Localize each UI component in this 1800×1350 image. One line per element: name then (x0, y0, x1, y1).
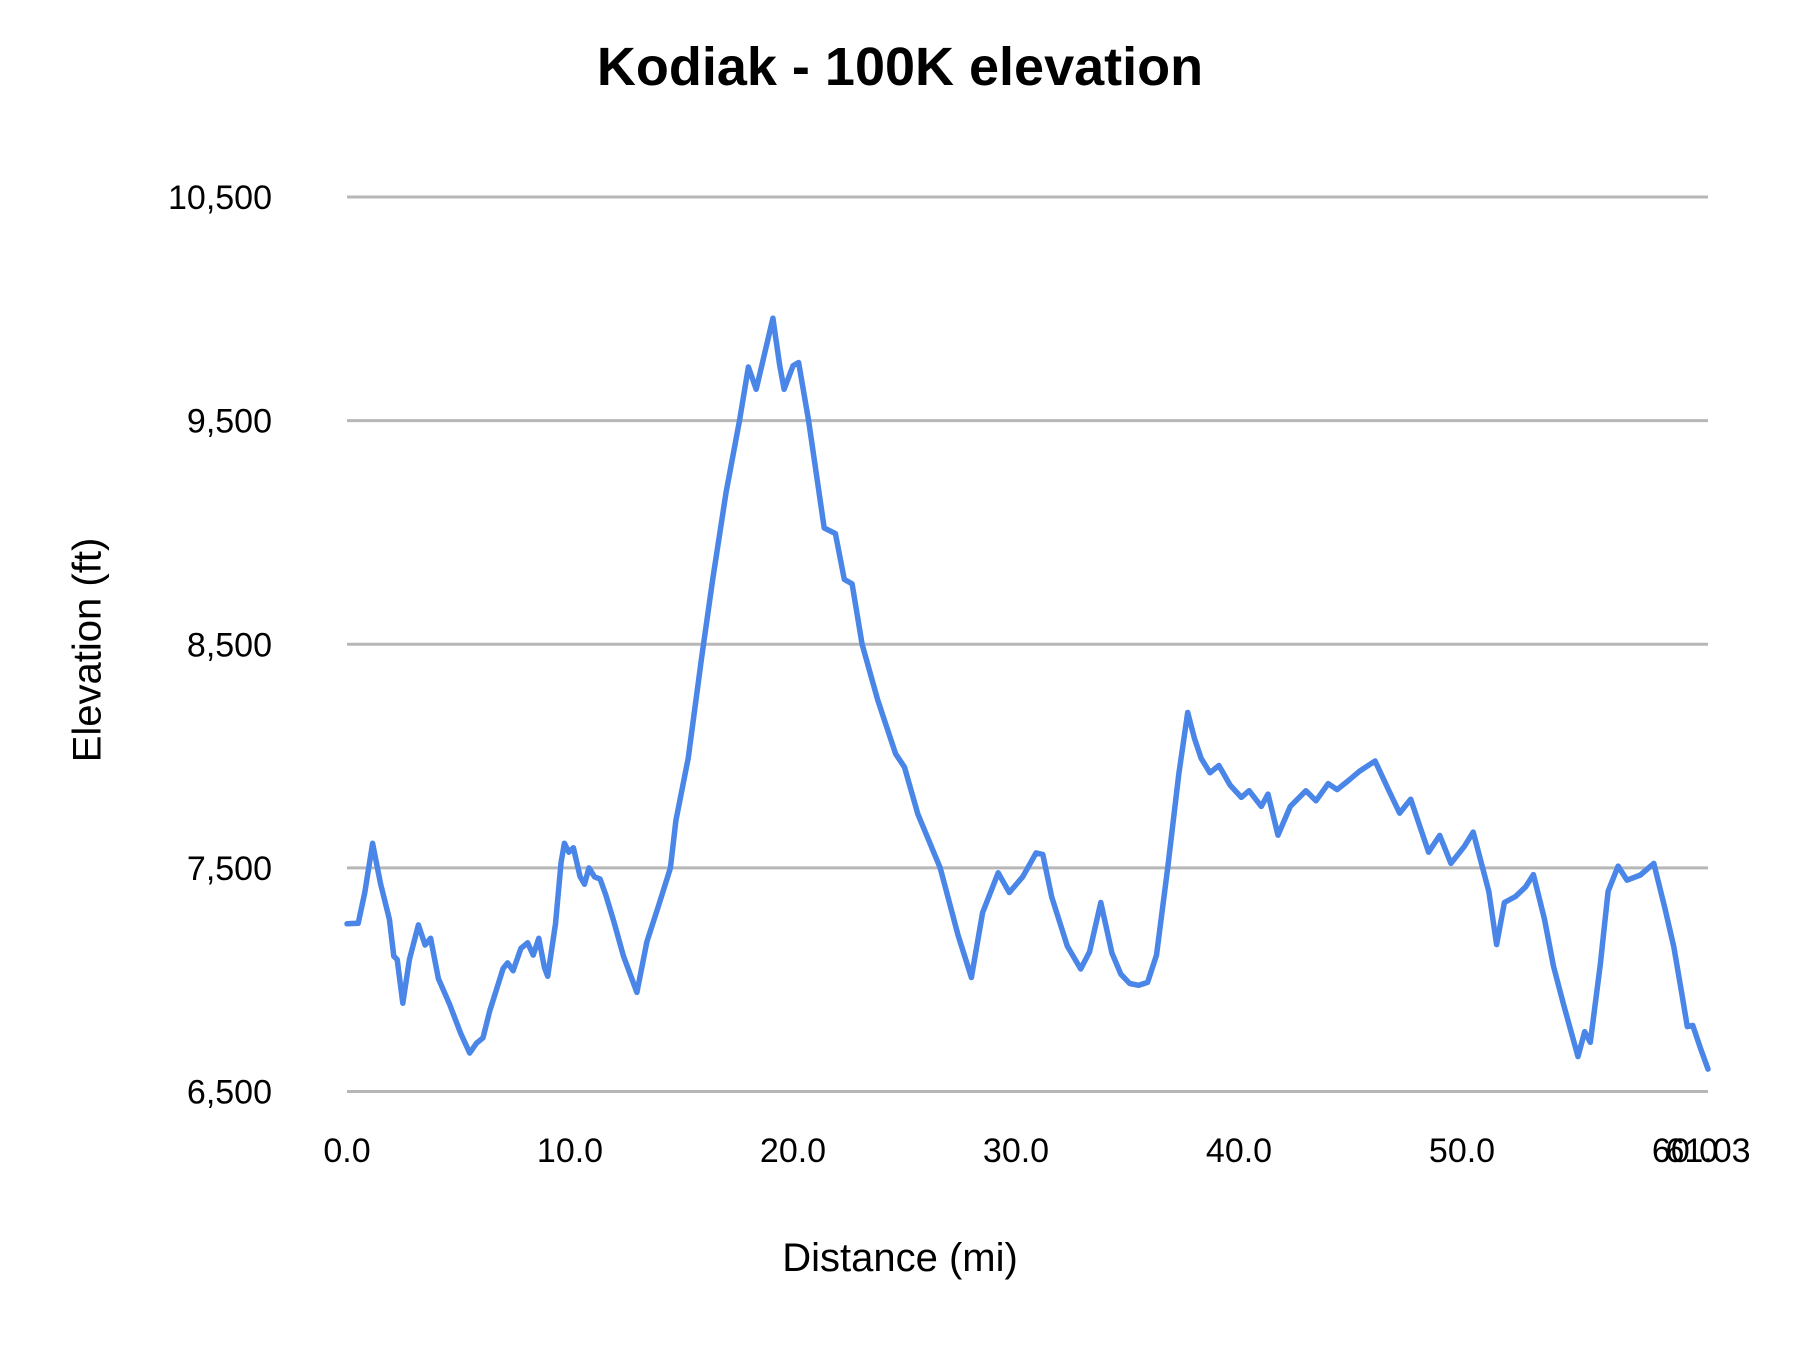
y-tick-label: 8,500 (187, 626, 272, 664)
x-tick-label: 40.0 (1206, 1132, 1272, 1170)
x-tick-label: 10.0 (537, 1132, 603, 1170)
chart-title: Kodiak - 100K elevation (596, 37, 1204, 97)
x-tick-label: 50.0 (1429, 1132, 1495, 1170)
y-tick-label: 6,500 (187, 1074, 272, 1112)
y-axis-tick-labels: 6,500 7,500 8,500 9,500 10,500 (168, 179, 272, 1112)
y-tick-label: 10,500 (168, 179, 272, 217)
x-axis-title: Distance (mi) (782, 1236, 1018, 1280)
elevation-line-series (344, 315, 1711, 1072)
x-tick-label: 30.0 (983, 1132, 1049, 1170)
x-axis-tick-labels: 0.0 10.0 20.0 30.0 40.0 50.0 60.061.03 (323, 1132, 1750, 1170)
y-tick-label: 9,500 (187, 403, 272, 441)
y-tick-label: 7,500 (187, 850, 272, 888)
x-tick-label: 61.03 (1665, 1132, 1750, 1170)
x-tick-label: 20.0 (760, 1132, 826, 1170)
x-tick-label: 60.0 (1652, 1132, 1718, 1170)
x-tick-label: 0.0 (323, 1132, 370, 1170)
